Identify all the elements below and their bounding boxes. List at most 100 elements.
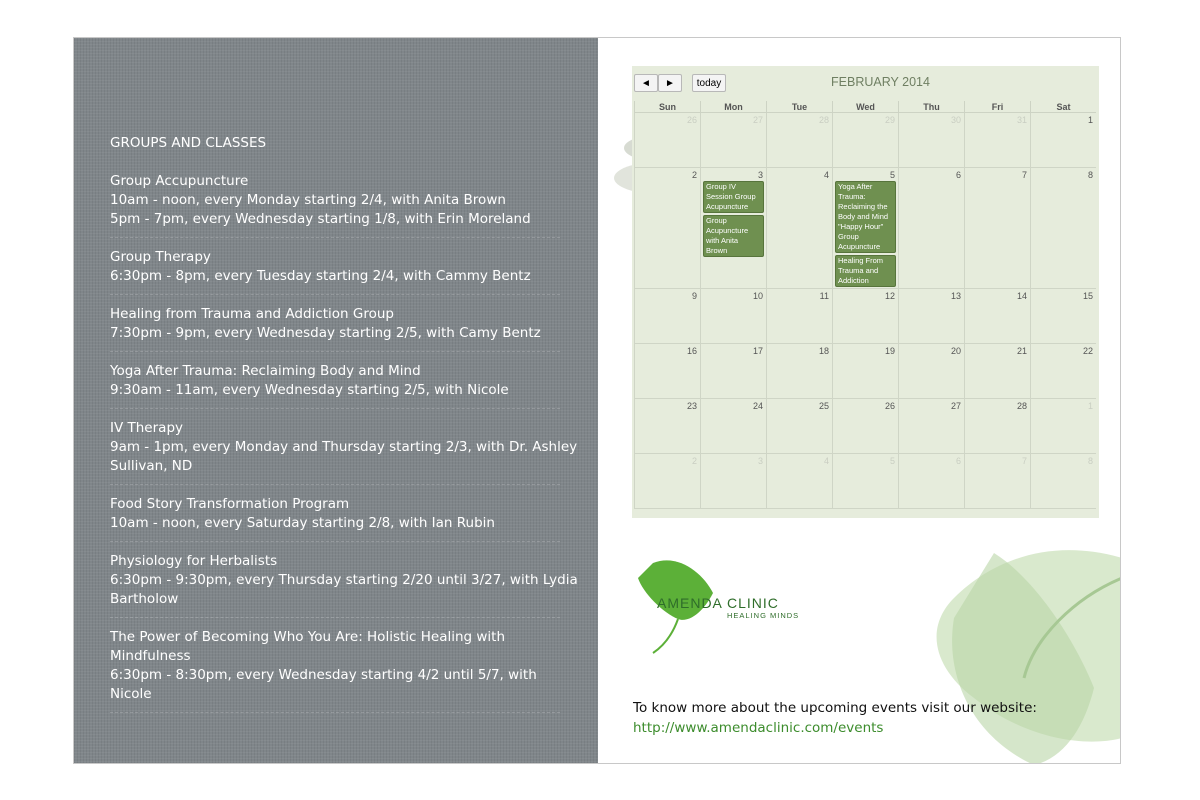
logo: AMENDA CLINIC HEALING MINDS — [657, 595, 799, 620]
day-cell: 19 — [832, 344, 898, 399]
group-name: IV Therapy — [110, 420, 183, 436]
group-schedule: 5pm - 7pm, every Wednesday starting 1/8,… — [110, 211, 531, 227]
day-number: 8 — [1087, 456, 1093, 466]
groups-list: GROUPS AND CLASSES Group Accupuncture 10a… — [110, 134, 580, 723]
day-cell: 27 — [700, 113, 766, 168]
calendar-event[interactable]: Group Acupuncture with Anita Brown — [703, 215, 764, 257]
day-number: 27 — [950, 401, 961, 411]
today-button[interactable]: today — [692, 74, 726, 92]
day-number: 23 — [686, 401, 697, 411]
day-cell: 29 — [832, 113, 898, 168]
footer: To know more about the upcoming events v… — [633, 698, 1037, 738]
weekday: Wed — [832, 101, 898, 113]
day-cell: 5 Yoga After Trauma: Reclaiming the Body … — [832, 168, 898, 289]
day-number: 8 — [1087, 170, 1093, 180]
day-number: 4 — [823, 456, 829, 466]
group: Physiology for Herbalists 6:30pm - 9:30pm… — [110, 552, 580, 618]
day-cell: 27 — [898, 399, 964, 454]
next-button[interactable]: ► — [658, 74, 682, 92]
day-number: 7 — [1021, 170, 1027, 180]
day-number: 4 — [823, 170, 829, 180]
group-schedule: 10am - noon, every Monday starting 2/4, … — [110, 192, 506, 208]
day-number: 18 — [818, 346, 829, 356]
day-number: 30 — [950, 115, 961, 125]
day-cell: 1 — [1030, 399, 1096, 454]
day-cell: 25 — [766, 399, 832, 454]
logo-name: AMENDA CLINIC — [657, 595, 779, 611]
day-number: 5 — [889, 170, 895, 180]
weekday: Tue — [766, 101, 832, 113]
group-name: The Power of Becoming Who You Are: Holis… — [110, 629, 506, 664]
day-number: 12 — [884, 291, 895, 301]
day-cell: 23 — [634, 399, 700, 454]
logo-tagline: HEALING MINDS — [727, 611, 800, 620]
day-number: 5 — [889, 456, 895, 466]
day-number: 19 — [884, 346, 895, 356]
day-cell: 8 — [1030, 454, 1096, 509]
group-name: Physiology for Herbalists — [110, 553, 278, 569]
day-number: 3 — [757, 170, 763, 180]
group: The Power of Becoming Who You Are: Holis… — [110, 628, 580, 713]
group: Healing from Trauma and Addiction Group 7… — [110, 305, 580, 352]
day-cell: 17 — [700, 344, 766, 399]
day-number: 9 — [691, 291, 697, 301]
group-schedule: 7:30pm - 9pm, every Wednesday starting 2… — [110, 325, 541, 341]
calendar-event[interactable]: Group IV Session Group Acupuncture — [703, 181, 764, 213]
group: Group Therapy 6:30pm - 8pm, every Tuesday… — [110, 248, 580, 295]
day-cell: 10 — [700, 289, 766, 344]
day-cell: 1 — [1030, 113, 1096, 168]
day-number: 11 — [819, 291, 829, 301]
day-number: 6 — [955, 170, 961, 180]
group-name: Group Therapy — [110, 249, 211, 265]
day-cell: 3 Group IV Session Group Acupuncture Group… — [700, 168, 766, 289]
day-cell: 5 — [832, 454, 898, 509]
calendar-event[interactable]: Healing From Trauma and Addiction — [835, 255, 896, 287]
group: Food Story Transformation Program 10am - … — [110, 495, 580, 542]
day-cell: 6 — [898, 454, 964, 509]
day-cell: 3 — [700, 454, 766, 509]
groups-panel: GROUPS AND CLASSES Group Accupuncture 10a… — [74, 38, 598, 763]
day-number: 26 — [686, 115, 697, 125]
prev-button[interactable]: ◄ — [634, 74, 658, 92]
weekday: Sat — [1030, 101, 1096, 113]
day-cell: 26 — [634, 113, 700, 168]
day-cell: 2 — [634, 168, 700, 289]
day-number: 21 — [1016, 346, 1027, 356]
day-cell: 22 — [1030, 344, 1096, 399]
day-cell: 28 — [964, 399, 1030, 454]
group-schedule: 6:30pm - 8pm, every Tuesday starting 2/4… — [110, 268, 531, 284]
day-cell: 6 — [898, 168, 964, 289]
day-number: 17 — [752, 346, 763, 356]
day-number: 26 — [884, 401, 895, 411]
group-name: Group Accupuncture — [110, 173, 249, 189]
day-number: 13 — [950, 291, 961, 301]
day-number: 14 — [1016, 291, 1027, 301]
group-schedule: 9:30am - 11am, every Wednesday starting … — [110, 382, 509, 398]
day-cell: 11 — [766, 289, 832, 344]
day-cell: 16 — [634, 344, 700, 399]
day-number: 16 — [686, 346, 697, 356]
day-cell: 15 — [1030, 289, 1096, 344]
group-schedule: 6:30pm - 8:30pm, every Wednesday startin… — [110, 667, 537, 702]
calendar-event[interactable]: Yoga After Trauma: Reclaiming the Body a… — [835, 181, 896, 253]
day-cell: 26 — [832, 399, 898, 454]
weekday: Mon — [700, 101, 766, 113]
group: Group Accupuncture 10am - noon, every Mon… — [110, 172, 580, 238]
day-cell: 12 — [832, 289, 898, 344]
day-cell: 30 — [898, 113, 964, 168]
day-cell: 4 — [766, 168, 832, 289]
day-cell: 21 — [964, 344, 1030, 399]
day-number: 1 — [1087, 115, 1093, 125]
day-number: 1 — [1087, 401, 1093, 411]
calendar: ◄ ► today FEBRUARY 2014 Sun Mon Tue Wed Thu F… — [632, 66, 1099, 518]
weekday: Thu — [898, 101, 964, 113]
group-schedule: 6:30pm - 9:30pm, every Thursday starting… — [110, 572, 578, 607]
day-number: 31 — [1016, 115, 1027, 125]
logo-leaf — [638, 560, 713, 654]
footer-link[interactable]: http://www.amendaclinic.com/events — [633, 720, 884, 736]
day-cell: 14 — [964, 289, 1030, 344]
day-cell: 20 — [898, 344, 964, 399]
day-number: 25 — [818, 401, 829, 411]
day-cell: 13 — [898, 289, 964, 344]
